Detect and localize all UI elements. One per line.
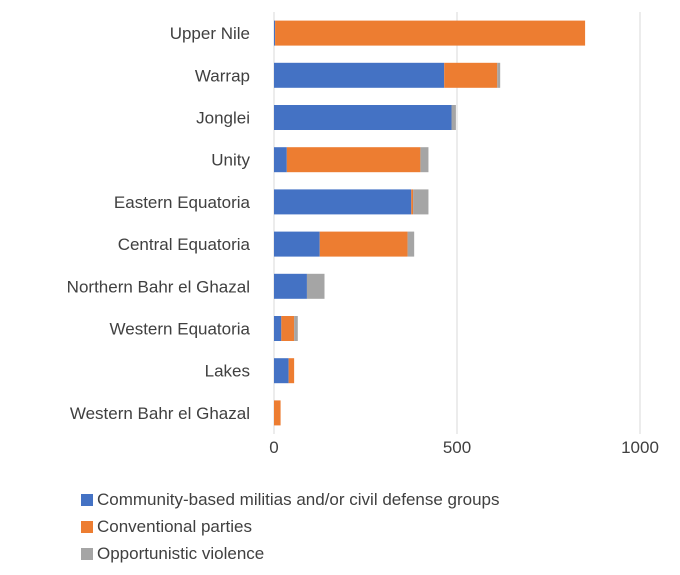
bar-unity-series-3 bbox=[420, 147, 429, 173]
legend-label-3: Opportunistic violence bbox=[97, 544, 264, 563]
bar-northern-bahr-el-ghazal-series-3 bbox=[306, 273, 325, 299]
legend-swatch-1 bbox=[81, 494, 93, 506]
legend: Community-based militias and/or civil de… bbox=[81, 490, 500, 563]
category-labels: Upper Nile Warrap Jonglei Unity Eastern Equa… bbox=[67, 24, 251, 423]
bar-central-equatoria-series-1 bbox=[274, 231, 320, 257]
bar-upper-nile-series-2 bbox=[275, 20, 586, 46]
x-tick-label-1000: 1000 bbox=[621, 438, 659, 457]
bar-western-equatoria-series-3 bbox=[294, 316, 298, 341]
bars bbox=[274, 20, 586, 426]
bar-western-bahr-el-ghazal-series-2 bbox=[274, 400, 281, 426]
category-label-upper-nile: Upper Nile bbox=[170, 24, 250, 43]
bar-warrap-series-1 bbox=[274, 62, 445, 88]
bar-central-equatoria-series-2 bbox=[319, 231, 408, 257]
bar-central-equatoria-series-3 bbox=[407, 231, 415, 257]
bar-upper-nile-series-1 bbox=[274, 20, 276, 46]
bar-jonglei-series-3 bbox=[451, 105, 456, 130]
bar-western-equatoria-series-1 bbox=[274, 316, 282, 341]
bar-unity-series-2 bbox=[286, 147, 421, 173]
category-label-warrap: Warrap bbox=[195, 66, 250, 85]
legend-label-2: Conventional parties bbox=[97, 517, 252, 536]
category-label-jonglei: Jonglei bbox=[196, 109, 250, 128]
category-label-western-equatoria: Western Equatoria bbox=[110, 320, 251, 339]
bar-eastern-equatoria-series-3 bbox=[413, 189, 429, 215]
legend-label-1: Community-based militias and/or civil de… bbox=[97, 490, 500, 509]
category-label-unity: Unity bbox=[211, 151, 250, 170]
bar-unity-series-1 bbox=[274, 147, 287, 173]
bar-eastern-equatoria-series-1 bbox=[274, 189, 412, 215]
category-label-lakes: Lakes bbox=[205, 362, 250, 381]
category-label-northern-bahr-el-ghazal: Northern Bahr el Ghazal bbox=[67, 277, 250, 296]
bar-northern-bahr-el-ghazal-series-1 bbox=[274, 273, 307, 299]
category-label-central-equatoria: Central Equatoria bbox=[118, 235, 251, 254]
bar-warrap-series-2 bbox=[444, 62, 498, 88]
bar-warrap-series-3 bbox=[497, 62, 501, 88]
x-tick-label-0: 0 bbox=[269, 438, 278, 457]
bar-jonglei-series-1 bbox=[274, 105, 452, 130]
category-label-western-bahr-el-ghazal: Western Bahr el Ghazal bbox=[70, 404, 250, 423]
category-label-eastern-equatoria: Eastern Equatoria bbox=[114, 193, 251, 212]
bar-eastern-equatoria-series-2 bbox=[411, 189, 414, 215]
bar-lakes-series-2 bbox=[288, 358, 295, 384]
bar-lakes-series-1 bbox=[274, 358, 289, 384]
x-tick-label-500: 500 bbox=[443, 438, 471, 457]
x-axis-tick-labels: 0 500 1000 bbox=[269, 438, 659, 457]
bar-western-equatoria-series-2 bbox=[281, 316, 295, 341]
legend-swatch-2 bbox=[81, 521, 93, 533]
legend-swatch-3 bbox=[81, 548, 93, 560]
